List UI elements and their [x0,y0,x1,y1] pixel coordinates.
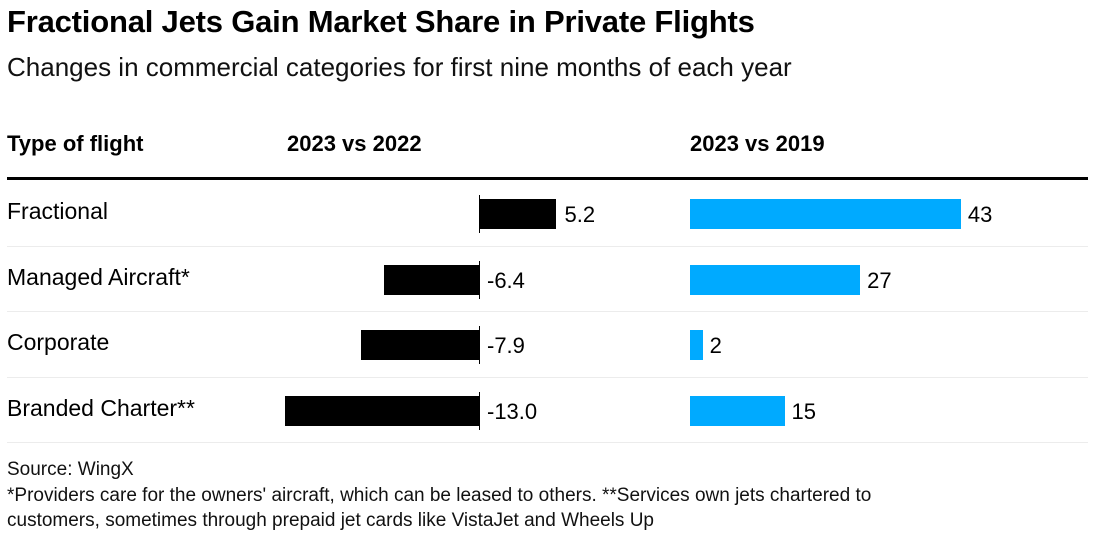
header-category: Type of flight [7,131,144,156]
header-col2: 2023 vs 2019 [690,131,825,156]
header-col1: 2023 vs 2022 [287,131,422,156]
header-rule [7,177,1088,180]
row-separator [7,376,1088,378]
source-note: Source: WingX [7,459,134,480]
value-label-2023-vs-2019: 15 [791,398,816,424]
zero-line [479,260,480,299]
value-label-2023-vs-2022: -6.4 [487,267,525,293]
bar-2023-vs-2022 [383,264,479,295]
bar-2023-vs-2022 [361,330,479,360]
zero-line [479,326,480,364]
value-label-2023-vs-2022: 5.2 [564,202,596,227]
row-separator [7,311,1088,312]
row-label: Corporate [7,329,110,355]
row-label: Fractional [7,198,108,224]
footnote-line-1: *Providers care for the owners' aircraft… [7,485,872,506]
value-label-2023-vs-2022: -7.9 [487,333,525,358]
row-label: Managed Aircraft* [7,263,190,290]
row-separator [7,442,1088,443]
footnote-line-2: customers, sometimes through prepaid jet… [7,510,655,531]
value-label-2023-vs-2019: 2 [709,333,722,358]
row-separator [7,245,1088,247]
value-label-2023-vs-2019: 27 [867,267,892,293]
bar-2023-vs-2019 [690,395,785,426]
zero-line [479,391,480,430]
chart-title: Fractional Jets Gain Market Share in Pri… [7,4,755,39]
chart-subtitle: Changes in commercial categories for fir… [7,52,792,82]
bar-2023-vs-2022 [285,395,479,426]
zero-line [479,195,480,233]
bar-2023-vs-2022 [479,199,557,229]
bar-2023-vs-2019 [690,330,703,360]
row-label: Branded Charter** [7,394,195,421]
bar-2023-vs-2019 [690,199,961,229]
bar-2023-vs-2019 [690,264,861,295]
value-label-2023-vs-2022: -13.0 [487,398,538,424]
value-label-2023-vs-2019: 43 [967,202,993,227]
